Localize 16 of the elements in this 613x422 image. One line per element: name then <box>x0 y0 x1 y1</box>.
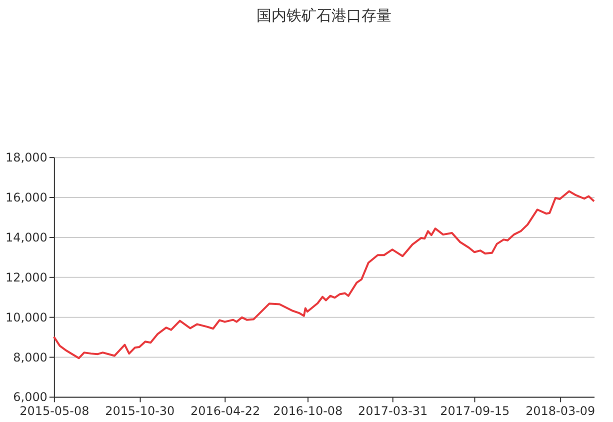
x-tick-label: 2015-10-30 <box>105 404 175 418</box>
y-tick-label: 16,000 <box>6 190 48 205</box>
x-tick-label: 2017-09-15 <box>440 404 510 418</box>
y-tick-label: 14,000 <box>6 230 48 244</box>
chart-title: 国内铁矿石港口存量 <box>256 6 392 24</box>
x-tick-label: 2016-04-22 <box>190 404 260 418</box>
line-series <box>52 190 596 360</box>
y-tick-label: 8,000 <box>13 350 48 364</box>
x-tick-label: 2017-03-31 <box>358 404 428 418</box>
x-tick-label: 2015-05-08 <box>20 404 90 418</box>
y-tick-label: 12,000 <box>6 270 48 284</box>
y-tick-label: 10,000 <box>6 310 48 324</box>
y-tick-label: 6,000 <box>13 390 48 404</box>
x-tick-label: 2018-03-09 <box>526 404 596 418</box>
y-tick-label: 18,000 <box>6 150 48 165</box>
x-tick-label: 2016-10-08 <box>273 404 343 418</box>
